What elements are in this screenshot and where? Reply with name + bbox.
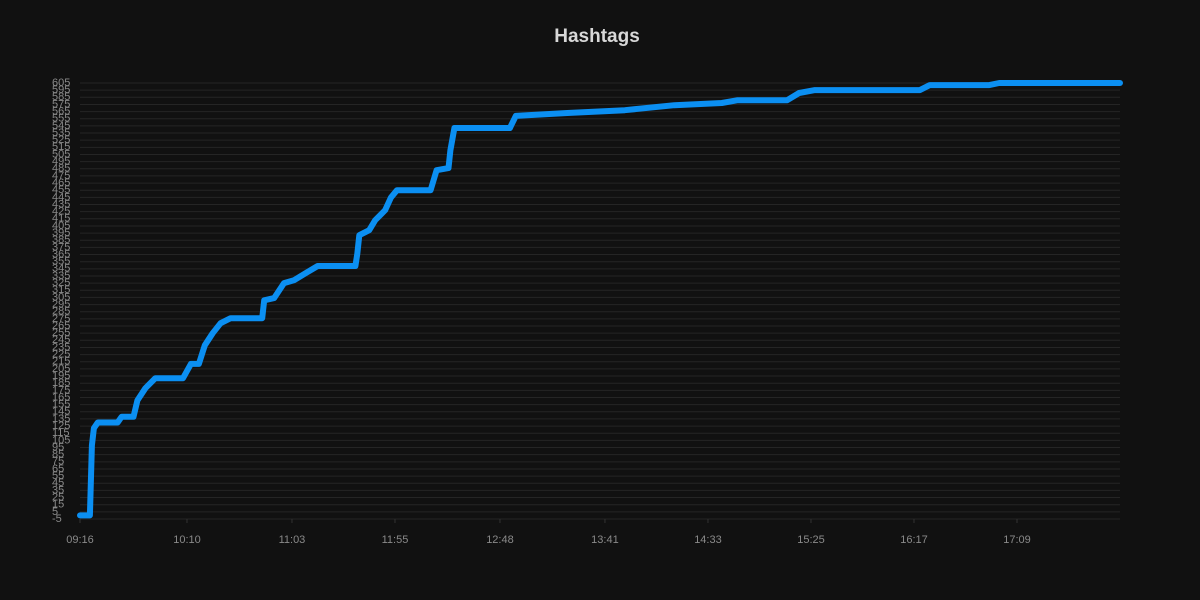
x-tick-label: 11:55 [382,534,409,546]
y-tick-label: 135 [52,413,70,425]
y-tick-label: 385 [52,234,70,246]
x-tick-label: 11:03 [279,534,306,546]
y-tick-label: 415 [52,213,70,225]
y-tick-label: 495 [52,156,70,168]
y-tick-label: 535 [52,127,70,139]
y-tick-label: 325 [52,277,70,289]
y-tick-label: 505 [52,148,70,160]
y-tick-label: 425 [52,206,70,218]
y-tick-label: 345 [52,263,70,275]
y-tick-label: 335 [52,270,70,282]
y-tick-label: 275 [52,313,70,325]
y-tick-label: 485 [52,163,70,175]
y-tick-label: 25 [52,491,64,503]
y-tick-label: 395 [52,227,70,239]
y-tick-label: 75 [52,456,64,468]
y-tick-label: 215 [52,356,70,368]
x-tick-label: 09:16 [66,534,94,546]
y-tick-label: 595 [52,84,70,96]
x-tick-label: 17:09 [1003,534,1031,546]
y-tick-label: 285 [52,306,70,318]
y-tick-label: 145 [52,406,70,418]
y-tick-label: 15 [52,499,64,511]
y-tick-label: 255 [52,327,70,339]
y-tick-label: 515 [52,141,70,153]
y-tick-label: 405 [52,220,70,232]
y-tick-label: 575 [52,98,70,110]
y-tick-label: 165 [52,391,70,403]
y-tick-label: 605 [52,77,70,89]
y-tick-label: 35 [52,484,64,496]
y-tick-label: 295 [52,298,70,310]
y-tick-label: 115 [52,427,70,439]
y-tick-label: 155 [52,399,70,411]
y-tick-label: 125 [52,420,70,432]
y-tick-label: 545 [52,120,70,132]
y-tick-label: 95 [52,441,64,453]
y-tick-label: 305 [52,291,70,303]
y-tick-label: 475 [52,170,70,182]
y-tick-label: 555 [52,113,70,125]
chart-title: Hashtags [554,26,640,47]
y-tick-label: 5 [52,506,58,518]
y-tick-label: 315 [52,284,70,296]
y-tick-label: 435 [52,198,70,210]
y-tick-label: 375 [52,241,70,253]
y-tick-label: 65 [52,463,64,475]
y-tick-label: 85 [52,449,64,461]
y-tick-label: 185 [52,377,70,389]
line [77,80,1123,519]
y-tick-label: 445 [52,191,70,203]
x-tick-label: 15:25 [797,534,825,546]
x-tick-label: 16:17 [900,534,928,546]
y-tick-label: 45 [52,477,64,489]
y-tick-label: 225 [52,349,70,361]
y-tick-label: 355 [52,256,70,268]
y-tick-label: 245 [52,334,70,346]
y-tick-label: 235 [52,341,70,353]
x-tick-label: 10:10 [173,534,201,546]
y-tick-label: 565 [52,105,70,117]
x-tick-label: 12:48 [486,534,514,546]
x-tick-label: 13:41 [591,534,619,546]
y-tick-label: 195 [52,370,70,382]
y-tick-label: 455 [52,184,70,196]
y-tick-label: -5 [52,513,62,525]
y-tick-label: 55 [52,470,64,482]
y-tick-label: 265 [52,320,70,332]
y-tick-label: 465 [52,177,70,189]
y-tick-label: 105 [52,434,70,446]
y-tick-label: 525 [52,134,70,146]
x-tick-label: 14:33 [694,534,722,546]
y-tick-label: 365 [52,248,70,260]
y-tick-label: 175 [52,384,70,396]
y-tick-label: 585 [52,91,70,103]
y-tick-label: 205 [52,363,70,375]
